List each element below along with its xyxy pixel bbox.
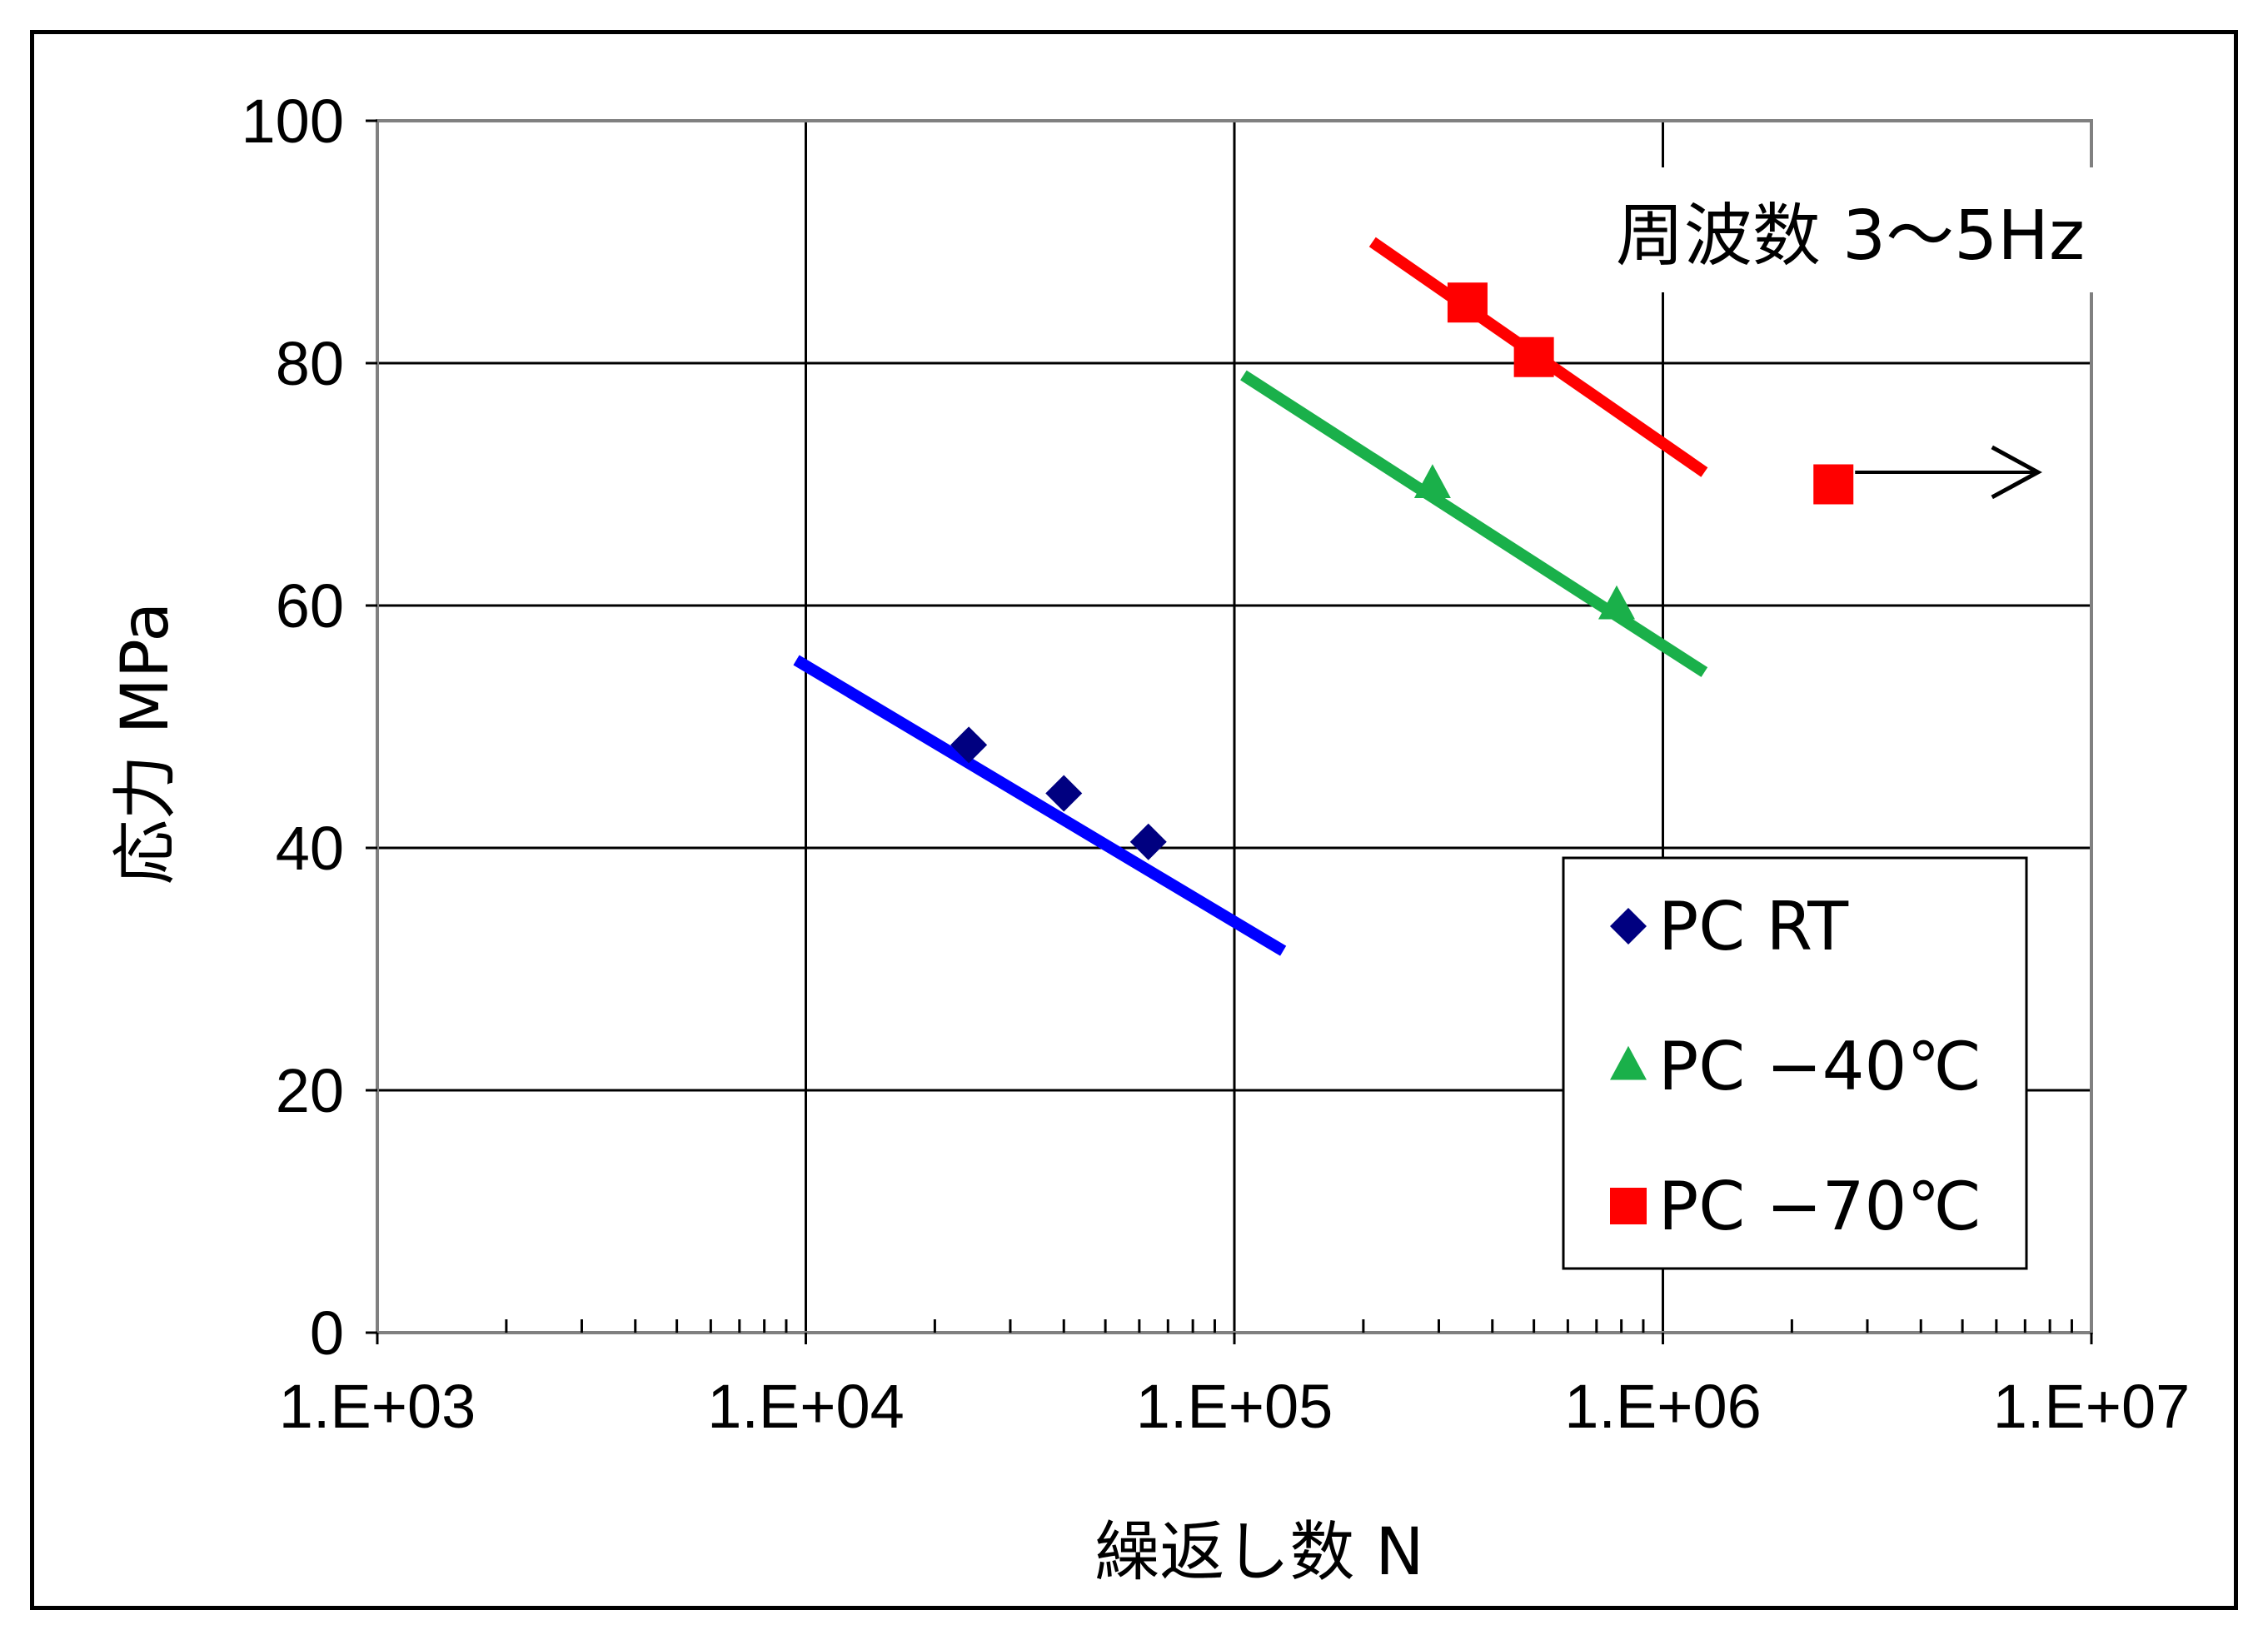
legend-marker <box>1610 1045 1647 1080</box>
y-tick-label: 80 <box>276 329 344 398</box>
y-tick-label: 0 <box>310 1299 344 1368</box>
legend-label: PC −40℃ <box>1658 1028 1981 1105</box>
data-point <box>1413 464 1451 498</box>
frequency-annotation: 周波数 3～5Hz <box>1533 167 2116 292</box>
x-tick-label: 1.E+03 <box>279 1372 476 1441</box>
frequency-annotation-text: 周波数 3～5Hz <box>1616 197 2085 276</box>
data-point <box>950 726 988 764</box>
y-axis-label: 応力 MPa <box>108 602 183 885</box>
data-point <box>1513 336 1554 377</box>
runout-arrow <box>1855 445 2042 500</box>
x-tick-label: 1.E+06 <box>1564 1372 1762 1441</box>
legend: PC RT PC −40℃ PC −70℃ <box>1562 856 2028 1270</box>
y-tick-label: 60 <box>276 571 344 641</box>
y-tick-label: 40 <box>276 814 344 883</box>
trend-lines <box>793 237 1708 956</box>
chart-svg: 1.E+03 1.E+04 1.E+05 1.E+06 1.E+07 0 20 40 60 80… <box>108 87 2191 1590</box>
legend-marker <box>1610 908 1647 945</box>
data-point <box>1598 585 1635 620</box>
data-point <box>1045 775 1083 812</box>
runout-arrow-head <box>1991 445 2042 500</box>
trend-line <box>1240 370 1708 677</box>
legend-marker <box>1610 1188 1647 1224</box>
trend-line <box>793 655 1287 956</box>
y-axis-ticks: 0 20 40 60 80 100 <box>242 87 377 1368</box>
data-point <box>1129 823 1167 860</box>
data-point <box>1447 282 1488 323</box>
x-axis-ticks: 1.E+03 1.E+04 1.E+05 1.E+06 1.E+07 <box>279 1319 2191 1441</box>
legend-label: PC RT <box>1658 888 1849 965</box>
data-point <box>1813 464 1854 505</box>
legend-label: PC −70℃ <box>1658 1168 1981 1245</box>
x-tick-label: 1.E+04 <box>707 1372 905 1441</box>
y-tick-label: 100 <box>242 87 344 156</box>
chart-frame: 1.E+03 1.E+04 1.E+05 1.E+06 1.E+07 0 20 40 60 80… <box>30 30 2238 1610</box>
x-axis-label: 繰返し数 N <box>1094 1515 1423 1590</box>
x-tick-label: 1.E+05 <box>1136 1372 1333 1441</box>
data-points <box>950 282 1854 860</box>
y-tick-label: 20 <box>276 1056 344 1125</box>
x-tick-label: 1.E+07 <box>1993 1372 2191 1441</box>
